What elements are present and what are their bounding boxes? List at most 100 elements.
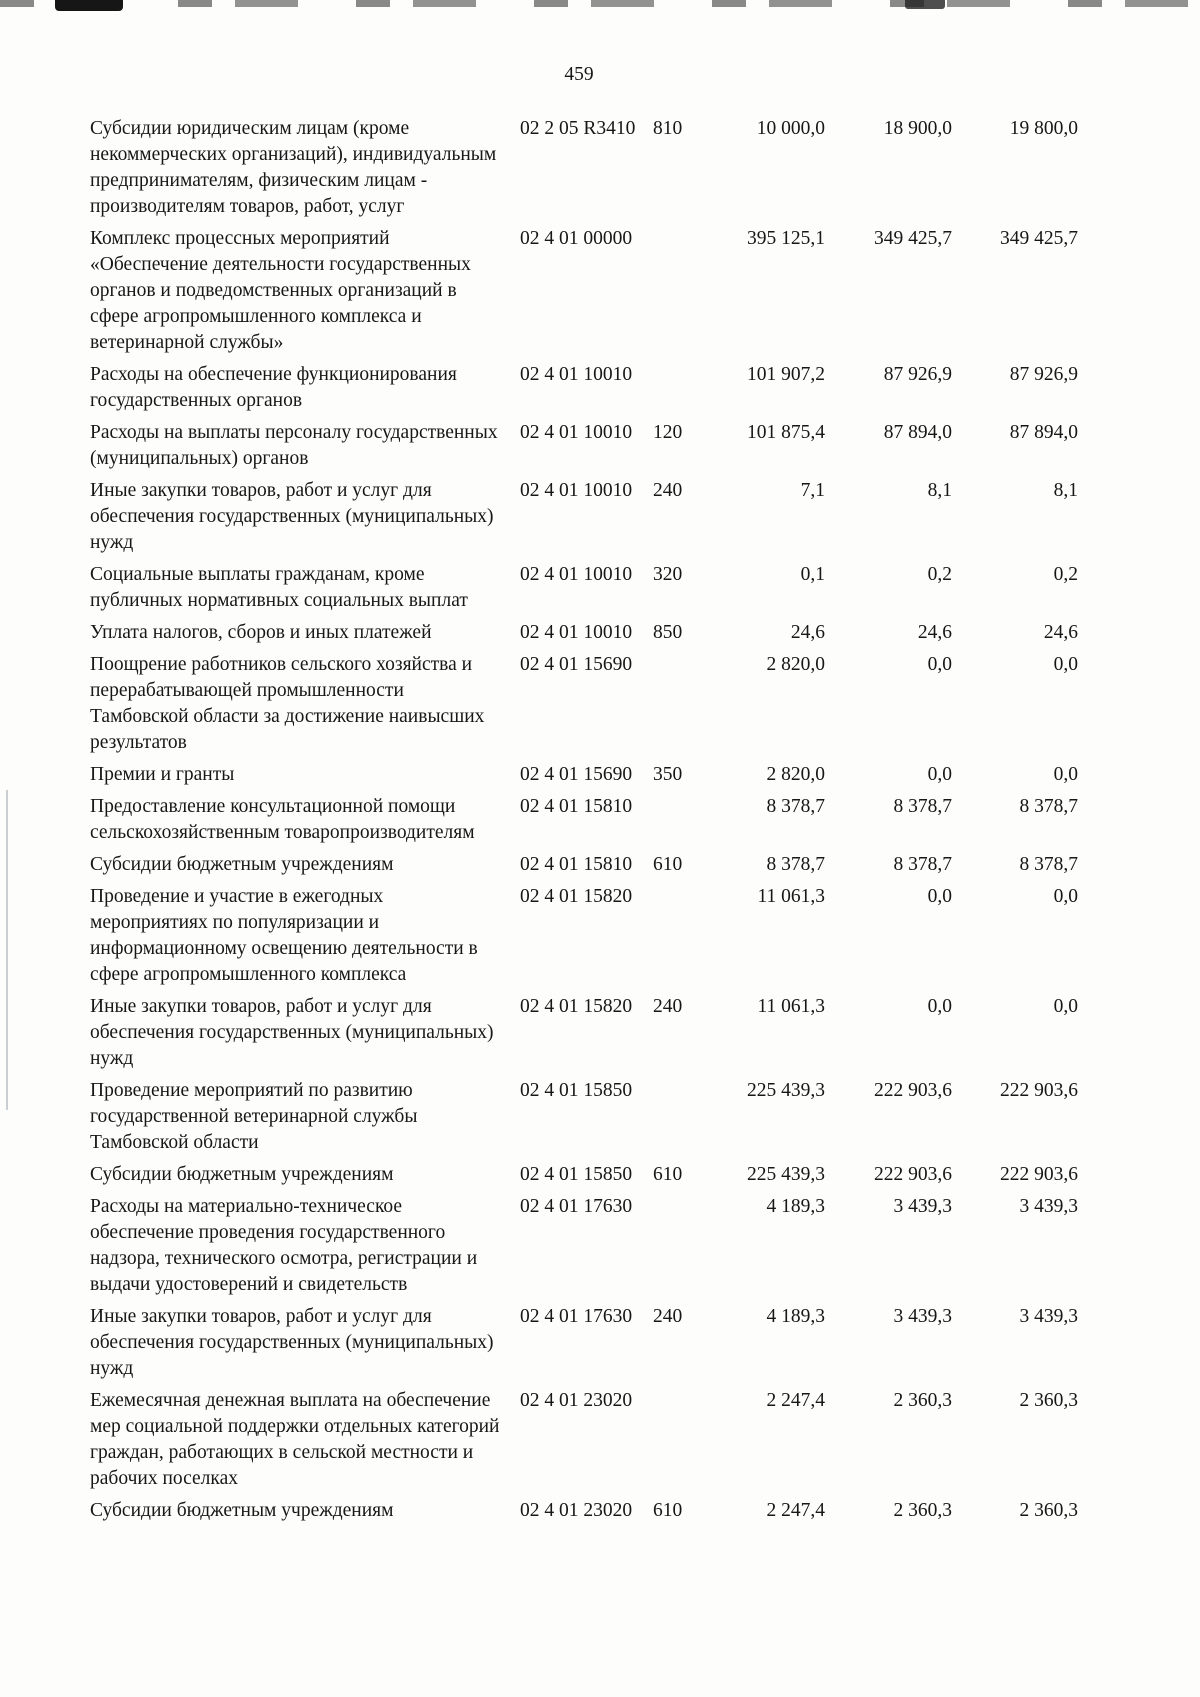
row-amount-year2: 0,0 bbox=[927, 886, 952, 907]
row-name: Расходы на выплаты персоналу государстве… bbox=[90, 422, 498, 469]
page-number: 459 bbox=[564, 64, 594, 85]
row-amount-year1: 395 125,1 bbox=[747, 228, 825, 249]
budget-table: Субсидии юридическим лицам (кроме некомм… bbox=[90, 116, 1078, 1530]
row-code: 02 4 01 10010 bbox=[520, 422, 633, 443]
row-amount-year1: 24,6 bbox=[790, 622, 825, 643]
table-row: Поощрение работников сельского хозяйства… bbox=[90, 652, 1078, 756]
row-amount-year2: 0,2 bbox=[927, 564, 952, 585]
table-row: Иные закупки товаров, работ и услуг для … bbox=[90, 478, 1078, 556]
table-row: Субсидии юридическим лицам (кроме некомм… bbox=[90, 116, 1078, 220]
row-amount-year1: 225 439,3 bbox=[747, 1080, 825, 1101]
table-row: Субсидии бюджетным учреждениям 02 4 01 1… bbox=[90, 852, 1078, 878]
row-amount-year3: 87 894,0 bbox=[1009, 422, 1078, 443]
row-amount-year2: 0,0 bbox=[927, 996, 952, 1017]
row-amount-year2: 222 903,6 bbox=[874, 1164, 952, 1185]
row-amount-year1: 8 378,7 bbox=[766, 796, 826, 817]
row-amount-year3: 222 903,6 bbox=[1000, 1080, 1078, 1101]
row-expense-type-code: 850 bbox=[653, 622, 683, 643]
row-amount-year3: 8 378,7 bbox=[1019, 796, 1079, 817]
row-amount-year3: 2 360,3 bbox=[1019, 1500, 1079, 1521]
table-row: Иные закупки товаров, работ и услуг для … bbox=[90, 994, 1078, 1072]
row-code: 02 4 01 17630 bbox=[520, 1196, 633, 1217]
row-code: 02 4 01 15690 bbox=[520, 764, 633, 785]
row-amount-year2: 3 439,3 bbox=[893, 1196, 953, 1217]
row-name: Иные закупки товаров, работ и услуг для … bbox=[90, 480, 494, 553]
row-name: Иные закупки товаров, работ и услуг для … bbox=[90, 1306, 494, 1379]
row-amount-year1: 225 439,3 bbox=[747, 1164, 825, 1185]
row-amount-year1: 2 820,0 bbox=[766, 764, 826, 785]
row-amount-year2: 0,0 bbox=[927, 764, 952, 785]
row-code: 02 4 01 15820 bbox=[520, 996, 633, 1017]
row-name: Социальные выплаты гражданам, кроме публ… bbox=[90, 564, 468, 611]
row-code: 02 4 01 10010 bbox=[520, 364, 633, 385]
row-amount-year3: 0,0 bbox=[1053, 764, 1078, 785]
row-amount-year1: 101 907,2 bbox=[747, 364, 825, 385]
row-name: Субсидии бюджетным учреждениям bbox=[90, 1164, 394, 1185]
row-expense-type-code bbox=[653, 226, 705, 227]
row-name: Субсидии бюджетным учреждениям bbox=[90, 1500, 394, 1521]
row-amount-year3: 3 439,3 bbox=[1019, 1196, 1079, 1217]
row-amount-year3: 87 926,9 bbox=[1009, 364, 1078, 385]
row-amount-year2: 2 360,3 bbox=[893, 1390, 953, 1411]
row-expense-type-code: 240 bbox=[653, 1306, 683, 1327]
row-expense-type-code: 240 bbox=[653, 996, 683, 1017]
scan-artifact-strip bbox=[0, 0, 1200, 7]
row-amount-year1: 10 000,0 bbox=[756, 118, 825, 139]
row-amount-year2: 222 903,6 bbox=[874, 1080, 952, 1101]
row-expense-type-code: 120 bbox=[653, 422, 683, 443]
row-amount-year3: 222 903,6 bbox=[1000, 1164, 1078, 1185]
row-expense-type-code bbox=[653, 1388, 705, 1389]
table-row: Расходы на выплаты персоналу государстве… bbox=[90, 420, 1078, 472]
row-amount-year3: 3 439,3 bbox=[1019, 1306, 1079, 1327]
row-amount-year1: 2 247,4 bbox=[766, 1390, 826, 1411]
row-expense-type-code: 810 bbox=[653, 118, 683, 139]
scan-artifact-mark bbox=[55, 0, 123, 11]
row-amount-year1: 2 820,0 bbox=[766, 654, 826, 675]
row-name: Расходы на материально-техническое обесп… bbox=[90, 1196, 478, 1295]
row-name: Комплекс процессных мероприятий «Обеспеч… bbox=[90, 228, 471, 353]
row-code: 02 4 01 17630 bbox=[520, 1306, 633, 1327]
table-row: Ежемесячная денежная выплата на обеспече… bbox=[90, 1388, 1078, 1492]
row-amount-year3: 0,2 bbox=[1053, 564, 1078, 585]
table-row: Уплата налогов, сборов и иных платежей 0… bbox=[90, 620, 1078, 646]
row-name: Субсидии юридическим лицам (кроме некомм… bbox=[90, 118, 497, 217]
table-row: Проведение мероприятий по развитию госуд… bbox=[90, 1078, 1078, 1156]
row-amount-year3: 0,0 bbox=[1053, 654, 1078, 675]
row-code: 02 4 01 15850 bbox=[520, 1164, 633, 1185]
row-code: 02 4 01 15810 bbox=[520, 796, 633, 817]
row-amount-year2: 87 926,9 bbox=[883, 364, 952, 385]
row-code: 02 4 01 15810 bbox=[520, 854, 633, 875]
scan-artifact-edge bbox=[6, 790, 8, 1110]
table-row: Социальные выплаты гражданам, кроме публ… bbox=[90, 562, 1078, 614]
row-amount-year2: 8 378,7 bbox=[893, 854, 953, 875]
row-amount-year2: 2 360,3 bbox=[893, 1500, 953, 1521]
table-row: Проведение и участие в ежегодных меропри… bbox=[90, 884, 1078, 988]
row-amount-year3: 0,0 bbox=[1053, 996, 1078, 1017]
row-name: Иные закупки товаров, работ и услуг для … bbox=[90, 996, 494, 1069]
table-row: Премии и гранты 02 4 01 15690 350 2 820,… bbox=[90, 762, 1078, 788]
row-code: 02 4 01 23020 bbox=[520, 1390, 633, 1411]
row-amount-year3: 19 800,0 bbox=[1009, 118, 1078, 139]
row-code: 02 4 01 15820 bbox=[520, 886, 633, 907]
row-amount-year1: 101 875,4 bbox=[747, 422, 825, 443]
row-name: Премии и гранты bbox=[90, 764, 235, 785]
table-row: Иные закупки товаров, работ и услуг для … bbox=[90, 1304, 1078, 1382]
row-amount-year2: 349 425,7 bbox=[874, 228, 952, 249]
table-row: Расходы на материально-техническое обесп… bbox=[90, 1194, 1078, 1298]
row-name: Субсидии бюджетным учреждениям bbox=[90, 854, 394, 875]
row-name: Проведение мероприятий по развитию госуд… bbox=[90, 1080, 418, 1153]
table-row: Расходы на обеспечение функционирования … bbox=[90, 362, 1078, 414]
row-code: 02 2 05 R3410 bbox=[520, 118, 636, 139]
row-amount-year3: 2 360,3 bbox=[1019, 1390, 1079, 1411]
row-amount-year3: 24,6 bbox=[1043, 622, 1078, 643]
row-amount-year2: 8 378,7 bbox=[893, 796, 953, 817]
scan-artifact-mark bbox=[905, 0, 945, 9]
row-name: Уплата налогов, сборов и иных платежей bbox=[90, 622, 432, 643]
row-expense-type-code bbox=[653, 1078, 705, 1079]
row-expense-type-code: 610 bbox=[653, 1164, 683, 1185]
row-amount-year1: 7,1 bbox=[800, 480, 825, 501]
table-row: Субсидии бюджетным учреждениям 02 4 01 1… bbox=[90, 1162, 1078, 1188]
row-expense-type-code: 350 bbox=[653, 764, 683, 785]
row-code: 02 4 01 10010 bbox=[520, 622, 633, 643]
